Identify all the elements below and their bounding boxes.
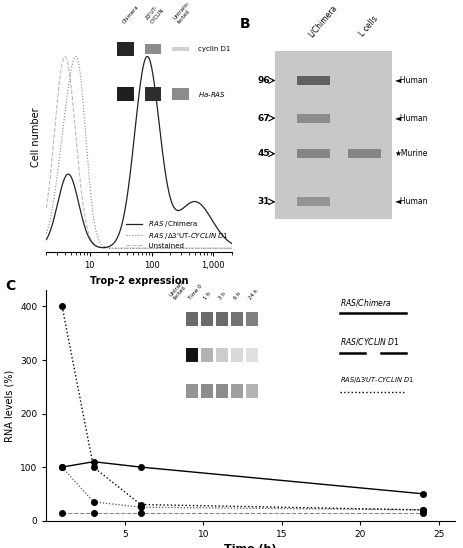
Text: $RAS/Chimera$: $RAS/Chimera$: [340, 298, 391, 309]
Text: L/Chimera: L/Chimera: [306, 3, 338, 39]
Text: ◄Human: ◄Human: [394, 197, 427, 207]
Bar: [296, 149, 330, 158]
Text: ◄Human: ◄Human: [394, 76, 427, 85]
X-axis label: Trop-2 expression: Trop-2 expression: [90, 276, 188, 286]
Text: 67: 67: [257, 113, 269, 123]
Text: B: B: [239, 18, 250, 31]
Text: A: A: [13, 0, 24, 2]
Y-axis label: RNA levels (%): RNA levels (%): [5, 369, 14, 442]
Bar: [274, 51, 391, 219]
Text: 96: 96: [257, 76, 269, 85]
Text: C: C: [6, 279, 16, 293]
Text: $RAS/\Delta3'UT$-$CYCLIN$ $D1$: $RAS/\Delta3'UT$-$CYCLIN$ $D1$: [340, 375, 413, 386]
Text: 45: 45: [257, 149, 269, 158]
Bar: [296, 76, 330, 85]
Text: 31: 31: [257, 197, 269, 207]
Legend:   $RAS$ /Chimera,   $RAS$ /$\Delta$3'UT-$CYCLIN$ $D1$,   Unstained: $RAS$ /Chimera, $RAS$ /$\Delta$3'UT-$CYC…: [126, 219, 228, 249]
Text: ★Murine: ★Murine: [394, 149, 427, 158]
Bar: [296, 197, 330, 207]
Text: ◄Human: ◄Human: [394, 113, 427, 123]
X-axis label: Time (h): Time (h): [224, 544, 276, 548]
Text: $RAS/CYCLIN$ $D1$: $RAS/CYCLIN$ $D1$: [340, 336, 399, 347]
Text: L cells: L cells: [357, 15, 379, 39]
Bar: [347, 149, 380, 158]
Y-axis label: Cell number: Cell number: [31, 107, 41, 167]
Bar: [296, 113, 330, 123]
